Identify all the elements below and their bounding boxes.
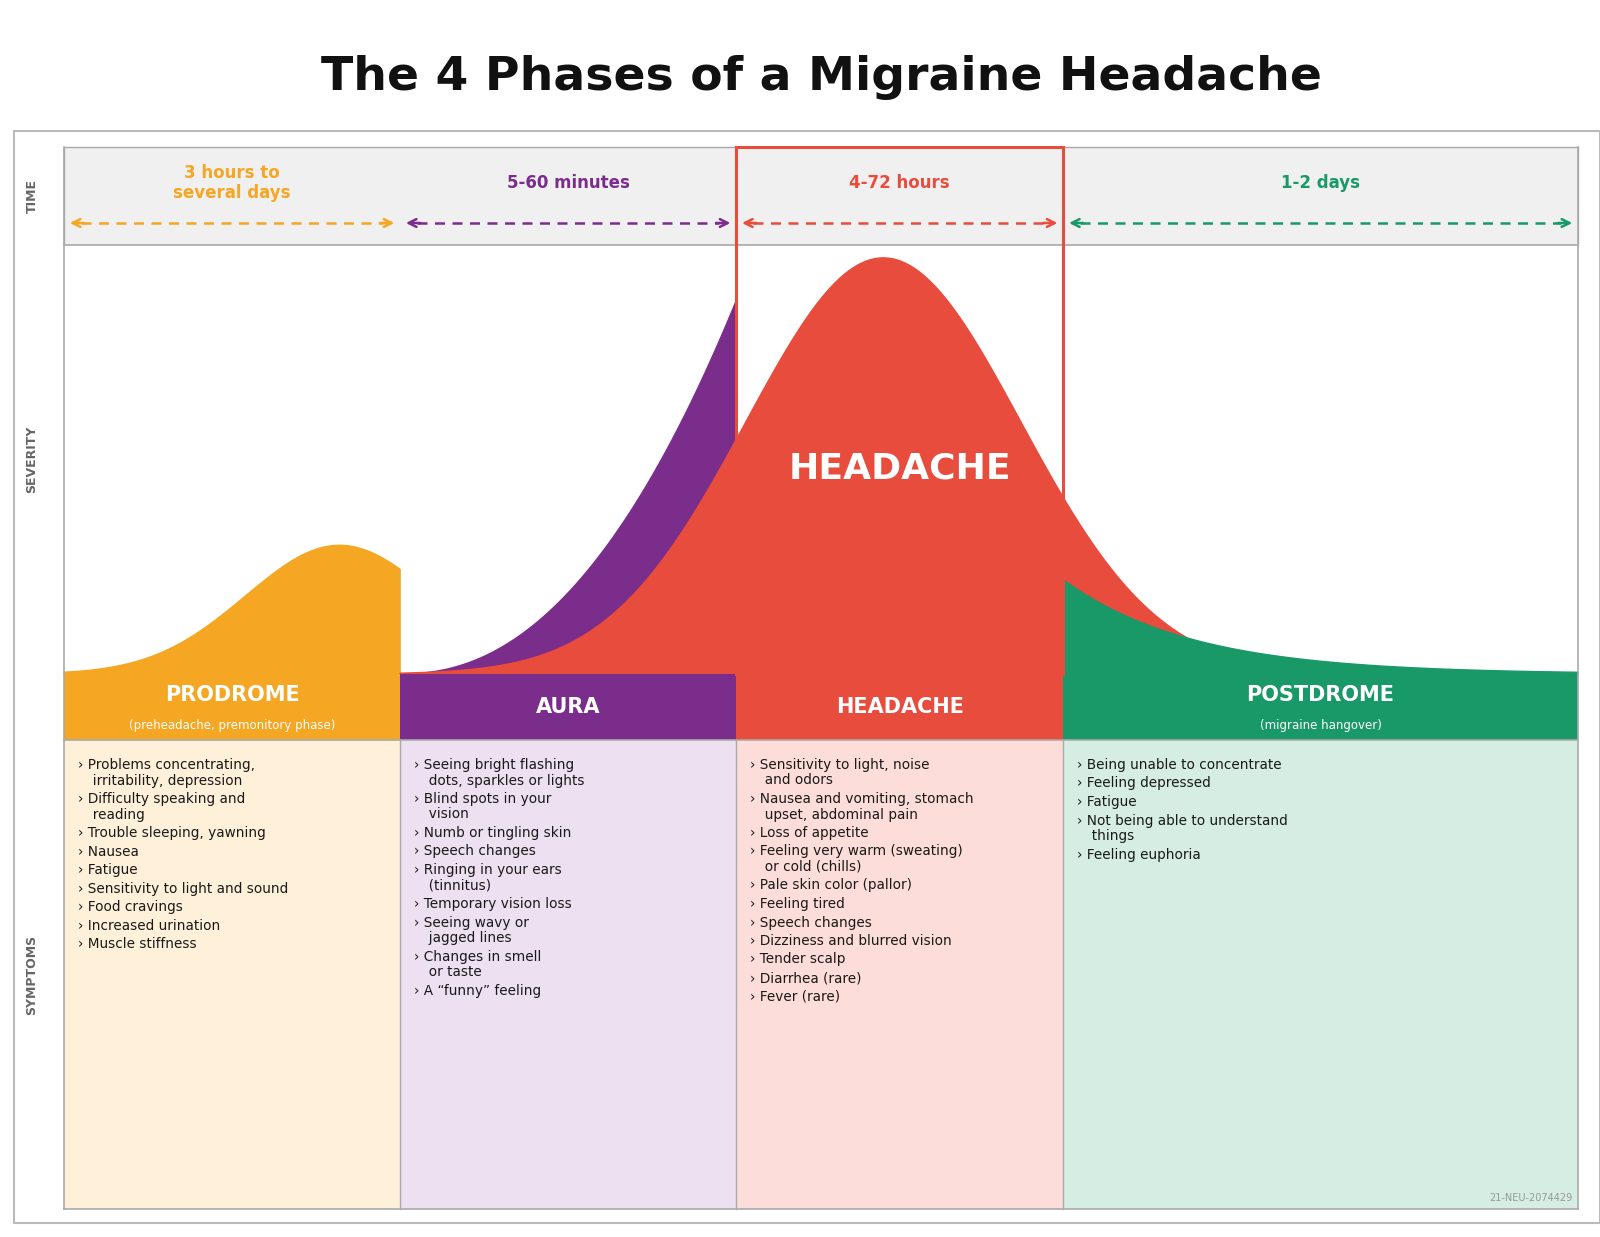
Text: › Difficulty speaking and: › Difficulty speaking and <box>78 792 245 807</box>
Text: POSTDROME: POSTDROME <box>1246 685 1395 705</box>
Polygon shape <box>400 301 736 674</box>
Text: › Sensitivity to light and sound: › Sensitivity to light and sound <box>78 882 288 896</box>
Bar <box>64 674 400 740</box>
Bar <box>736 147 1064 674</box>
Text: › Speech changes: › Speech changes <box>414 845 536 858</box>
Text: SEVERITY: SEVERITY <box>26 426 38 494</box>
Text: › Pale skin color (pallor): › Pale skin color (pallor) <box>750 878 912 893</box>
Text: 5-60 minutes: 5-60 minutes <box>507 174 629 192</box>
Bar <box>1064 674 1578 740</box>
Text: HEADACHE: HEADACHE <box>789 452 1011 485</box>
Text: › Fatigue: › Fatigue <box>1077 795 1138 809</box>
Text: HEADACHE: HEADACHE <box>835 696 963 717</box>
Text: › Feeling depressed: › Feeling depressed <box>1077 777 1211 790</box>
Text: AURA: AURA <box>536 696 600 717</box>
Bar <box>64 245 1578 674</box>
Text: jagged lines: jagged lines <box>421 931 512 945</box>
Bar <box>1064 740 1578 1209</box>
FancyBboxPatch shape <box>14 131 1600 1223</box>
Text: › Ringing in your ears: › Ringing in your ears <box>414 863 562 877</box>
Text: or cold (chills): or cold (chills) <box>757 860 862 875</box>
Text: › Speech changes: › Speech changes <box>750 915 872 929</box>
Text: › Trouble sleeping, yawning: › Trouble sleeping, yawning <box>78 826 266 840</box>
Text: › Dizziness and blurred vision: › Dizziness and blurred vision <box>750 934 952 948</box>
Text: › Tender scalp: › Tender scalp <box>750 952 845 966</box>
Text: (preheadache, premonitory phase): (preheadache, premonitory phase) <box>130 719 336 732</box>
Text: 21-NEU-2074429: 21-NEU-2074429 <box>1488 1192 1571 1204</box>
Text: SYMPTOMS: SYMPTOMS <box>26 934 38 1014</box>
Text: › Seeing bright flashing: › Seeing bright flashing <box>414 758 574 772</box>
Bar <box>64 740 400 1209</box>
Text: › Numb or tingling skin: › Numb or tingling skin <box>414 826 571 840</box>
Text: › Sensitivity to light, noise: › Sensitivity to light, noise <box>750 758 930 772</box>
Text: › Blind spots in your: › Blind spots in your <box>414 792 552 807</box>
Polygon shape <box>400 257 1578 674</box>
Bar <box>736 674 1064 740</box>
Text: › Feeling tired: › Feeling tired <box>750 897 845 910</box>
Text: › Diarrhea (rare): › Diarrhea (rare) <box>750 971 862 985</box>
Text: reading: reading <box>83 808 144 821</box>
Text: 3 hours to
several days: 3 hours to several days <box>173 163 291 203</box>
Text: or taste: or taste <box>421 965 482 978</box>
Text: › Fever (rare): › Fever (rare) <box>750 990 840 1003</box>
Text: things: things <box>1083 829 1134 842</box>
Text: upset, abdominal pain: upset, abdominal pain <box>757 808 918 821</box>
Text: › Being unable to concentrate: › Being unable to concentrate <box>1077 758 1282 772</box>
Polygon shape <box>64 546 400 674</box>
Text: TIME: TIME <box>26 179 38 213</box>
Bar <box>736 740 1064 1209</box>
Text: › Loss of appetite: › Loss of appetite <box>750 826 869 840</box>
Text: irritability, depression: irritability, depression <box>83 773 242 788</box>
Text: › Food cravings: › Food cravings <box>78 901 182 914</box>
Text: 4-72 hours: 4-72 hours <box>850 174 950 192</box>
Polygon shape <box>1064 580 1578 674</box>
Bar <box>64 147 1578 245</box>
Text: › Feeling very warm (sweating): › Feeling very warm (sweating) <box>750 845 963 858</box>
Text: › Fatigue: › Fatigue <box>78 863 138 877</box>
Bar <box>400 740 736 1209</box>
Text: › Problems concentrating,: › Problems concentrating, <box>78 758 254 772</box>
Text: 1-2 days: 1-2 days <box>1282 174 1360 192</box>
Text: (migraine hangover): (migraine hangover) <box>1259 719 1381 732</box>
Text: (tinnitus): (tinnitus) <box>421 878 491 893</box>
Text: › Feeling euphoria: › Feeling euphoria <box>1077 847 1202 861</box>
Text: › Nausea and vomiting, stomach: › Nausea and vomiting, stomach <box>750 792 974 807</box>
Text: and odors: and odors <box>757 773 834 788</box>
Text: PRODROME: PRODROME <box>165 685 299 705</box>
Text: › Muscle stiffness: › Muscle stiffness <box>78 936 197 951</box>
Text: › Not being able to understand: › Not being able to understand <box>1077 814 1288 828</box>
Text: › Seeing wavy or: › Seeing wavy or <box>414 915 530 929</box>
Bar <box>400 674 736 740</box>
Text: › Nausea: › Nausea <box>78 845 139 858</box>
Text: vision: vision <box>421 808 469 821</box>
Text: › A “funny” feeling: › A “funny” feeling <box>414 983 541 997</box>
Text: dots, sparkles or lights: dots, sparkles or lights <box>421 773 584 788</box>
Text: The 4 Phases of a Migraine Headache: The 4 Phases of a Migraine Headache <box>320 54 1322 99</box>
Text: › Changes in smell: › Changes in smell <box>414 950 541 964</box>
Text: › Increased urination: › Increased urination <box>78 919 221 933</box>
Text: › Temporary vision loss: › Temporary vision loss <box>414 897 571 910</box>
